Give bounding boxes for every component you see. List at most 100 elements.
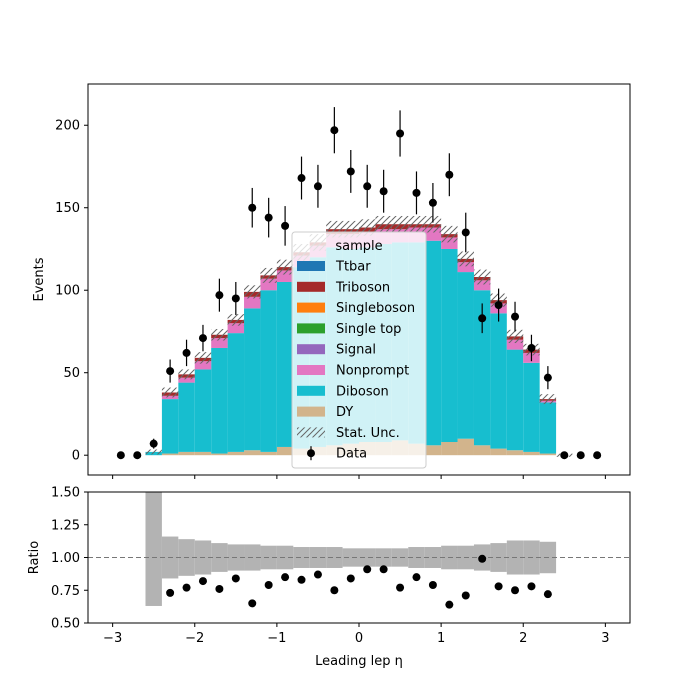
bar-dy-22 xyxy=(506,450,524,456)
bar-dy-21 xyxy=(490,448,507,456)
bar-diboson-5 xyxy=(227,333,245,452)
data-point-14 xyxy=(346,167,355,176)
bar-dy-20 xyxy=(473,445,491,456)
bar-nonprompt-8 xyxy=(276,270,294,282)
x-tick-label-4: 1 xyxy=(437,631,445,646)
ratio-point-1 xyxy=(182,583,191,592)
main-y-tick-label-2: 100 xyxy=(55,284,80,299)
data-point-1 xyxy=(133,451,142,460)
ratio-band-bin-10 xyxy=(309,547,327,568)
ratio-band-bin-11 xyxy=(326,547,343,568)
ratio-point-22 xyxy=(527,582,536,591)
data-point-16 xyxy=(379,187,388,196)
bar-nonprompt-7 xyxy=(260,278,277,291)
bar-dy-4 xyxy=(211,453,228,456)
x-tick-label-3: 0 xyxy=(355,631,363,646)
ratio-point-4 xyxy=(231,574,240,583)
data-point-10 xyxy=(281,221,290,230)
ratio-point-3 xyxy=(215,584,224,593)
bar-dy-17 xyxy=(424,445,442,456)
stat-unc-bin-6 xyxy=(244,285,261,299)
ratio-point-21 xyxy=(511,586,520,595)
legend-ttbar-swatch xyxy=(297,261,325,271)
data-point-22 xyxy=(478,314,487,323)
ratio-point-8 xyxy=(297,575,306,584)
bar-diboson-17 xyxy=(424,240,442,446)
ratio-points xyxy=(166,554,552,609)
legend-dy-swatch xyxy=(297,406,325,417)
ratio-point-23 xyxy=(543,590,552,599)
bar-nonprompt-5 xyxy=(227,323,245,334)
bar-nonprompt-22 xyxy=(506,339,524,350)
bar-diboson-23 xyxy=(523,362,540,452)
stat-unc-bin-19 xyxy=(457,251,474,267)
ratio-point-7 xyxy=(281,573,290,582)
data-point-2 xyxy=(149,439,158,448)
ratio-band-bin-13 xyxy=(359,548,376,567)
main-y-axis-label: Events xyxy=(32,257,47,301)
stat-unc-bin-18 xyxy=(441,225,458,243)
bar-nonprompt-3 xyxy=(194,361,212,370)
x-tick-label-1: −2 xyxy=(185,631,204,646)
stat-unc-bin-22 xyxy=(506,329,524,344)
bar-diboson-1 xyxy=(161,399,179,454)
legend-triboson-swatch xyxy=(297,281,325,292)
data-point-3 xyxy=(166,367,175,376)
ratio-point-20 xyxy=(494,582,503,591)
bar-dy-7 xyxy=(260,451,277,456)
ratio-point-11 xyxy=(346,574,355,583)
legend-triboson-label: Triboson xyxy=(335,280,390,295)
stat-unc-bin-15 xyxy=(391,215,409,233)
ratio-y-tick-label-1: 0.75 xyxy=(51,584,80,599)
x-tick-label-0: −3 xyxy=(103,631,122,646)
stat-unc-bin-3 xyxy=(194,352,212,364)
stat-unc-bin-16 xyxy=(408,215,425,233)
legend-signal-label: Signal xyxy=(336,343,376,358)
ratio-point-9 xyxy=(313,570,322,579)
ratio-point-6 xyxy=(264,581,273,590)
bar-diboson-7 xyxy=(260,290,277,452)
ratio-y-tick-label-3: 1.25 xyxy=(51,518,80,533)
bar-dy-3 xyxy=(194,451,212,456)
bar-dy-6 xyxy=(244,450,261,456)
ratio-point-10 xyxy=(330,586,339,595)
stat-unc-bin-5 xyxy=(227,314,245,326)
main-y-tick-label-3: 150 xyxy=(55,201,80,216)
bar-diboson-24 xyxy=(539,402,557,454)
main-y-tick-label-0: 0 xyxy=(72,449,80,464)
main-y-ticks: 0 50 100 150 200 xyxy=(55,119,88,464)
bar-diboson-2 xyxy=(178,382,195,452)
stat-unc-bin-24 xyxy=(539,394,557,405)
stat-unc-bin-14 xyxy=(375,215,392,233)
bar-diboson-22 xyxy=(506,349,524,451)
data-point-0 xyxy=(116,451,125,460)
ratio-band-bin-12 xyxy=(342,548,359,567)
ratio-point-14 xyxy=(396,583,405,592)
data-point-21 xyxy=(461,228,470,237)
bar-diboson-4 xyxy=(211,347,228,454)
legend-single-top-label: Single top xyxy=(336,322,401,337)
ratio-y-ticks: 0.50 0.75 1.00 1.25 1.50 xyxy=(51,486,88,632)
ratio-y-tick-label-0: 0.50 xyxy=(51,617,80,632)
data-point-29 xyxy=(593,451,602,460)
bar-diboson-19 xyxy=(457,272,474,439)
stat-unc-bin-0 xyxy=(145,449,162,455)
data-point-8 xyxy=(248,203,257,212)
bar-nonprompt-18 xyxy=(441,237,458,249)
main-y-tick-label-4: 200 xyxy=(55,119,80,134)
legend-stat-unc--label: Stat. Unc. xyxy=(336,426,400,441)
data-point-9 xyxy=(264,213,273,222)
x-tick-label-6: 3 xyxy=(601,631,609,646)
bar-diboson-18 xyxy=(441,248,458,443)
ratio-y-tick-label-4: 1.50 xyxy=(51,486,80,501)
data-point-12 xyxy=(313,182,322,191)
stat-unc-bin-1 xyxy=(161,387,179,398)
legend-data-label: Data xyxy=(336,447,367,462)
ratio-point-12 xyxy=(363,565,372,574)
ratio-point-0 xyxy=(166,588,175,597)
legend-dy-label: DY xyxy=(336,405,353,420)
stat-unc-bin-17 xyxy=(424,215,442,233)
ratio-point-17 xyxy=(445,600,454,609)
stat-unc-bin-20 xyxy=(473,269,491,285)
ratio-y-axis-label: Ratio xyxy=(27,541,42,574)
